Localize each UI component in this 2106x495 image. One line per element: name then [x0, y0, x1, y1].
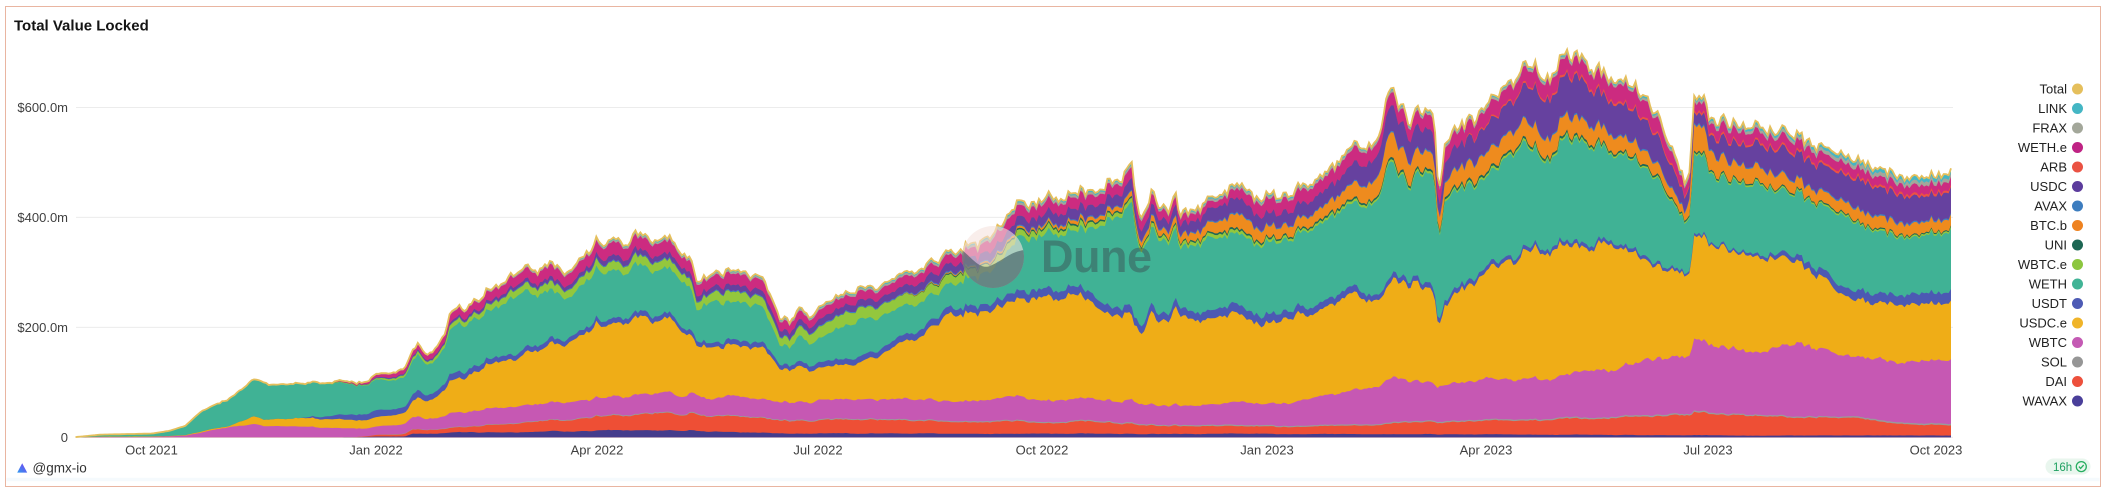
svg-text:WETH.e: WETH.e — [2018, 140, 2067, 155]
svg-text:SOL: SOL — [2041, 355, 2067, 370]
svg-text:DAI: DAI — [2045, 374, 2067, 389]
svg-text:FRAX: FRAX — [2032, 121, 2067, 136]
svg-text:WETH: WETH — [2029, 277, 2067, 292]
svg-text:WBTC: WBTC — [2029, 335, 2067, 350]
svg-text:USDT: USDT — [2032, 296, 2067, 311]
svg-text:@gmx-io: @gmx-io — [33, 461, 87, 476]
svg-text:Jul 2022: Jul 2022 — [793, 443, 842, 458]
svg-text:Jan 2022: Jan 2022 — [349, 443, 403, 458]
svg-text:$600.0m: $600.0m — [17, 100, 68, 115]
svg-text:Oct 2023: Oct 2023 — [1910, 443, 1963, 458]
svg-text:Jul 2023: Jul 2023 — [1683, 443, 1732, 458]
svg-text:ARB: ARB — [2040, 160, 2067, 175]
svg-text:16h: 16h — [2053, 462, 2072, 474]
svg-text:Dune: Dune — [1041, 231, 1152, 282]
svg-text:Jan 2023: Jan 2023 — [1240, 443, 1294, 458]
svg-text:0: 0 — [61, 430, 68, 445]
svg-text:$400.0m: $400.0m — [17, 210, 68, 225]
svg-text:Oct 2021: Oct 2021 — [125, 443, 178, 458]
svg-text:Total Value Locked: Total Value Locked — [14, 18, 149, 35]
svg-text:$200.0m: $200.0m — [17, 320, 68, 335]
svg-text:LINK: LINK — [2038, 101, 2067, 116]
svg-text:USDC.e: USDC.e — [2019, 316, 2067, 331]
svg-text:BTC.b: BTC.b — [2030, 218, 2067, 233]
svg-text:Oct 2022: Oct 2022 — [1016, 443, 1069, 458]
svg-text:AVAX: AVAX — [2034, 199, 2067, 214]
svg-text:USDC: USDC — [2030, 179, 2067, 194]
svg-text:Total: Total — [2040, 82, 2068, 97]
svg-text:WBTC.e: WBTC.e — [2018, 257, 2067, 272]
svg-text:Apr 2022: Apr 2022 — [571, 443, 624, 458]
svg-text:Apr 2023: Apr 2023 — [1460, 443, 1513, 458]
svg-text:WAVAX: WAVAX — [2022, 394, 2067, 409]
svg-text:UNI: UNI — [2045, 238, 2067, 253]
